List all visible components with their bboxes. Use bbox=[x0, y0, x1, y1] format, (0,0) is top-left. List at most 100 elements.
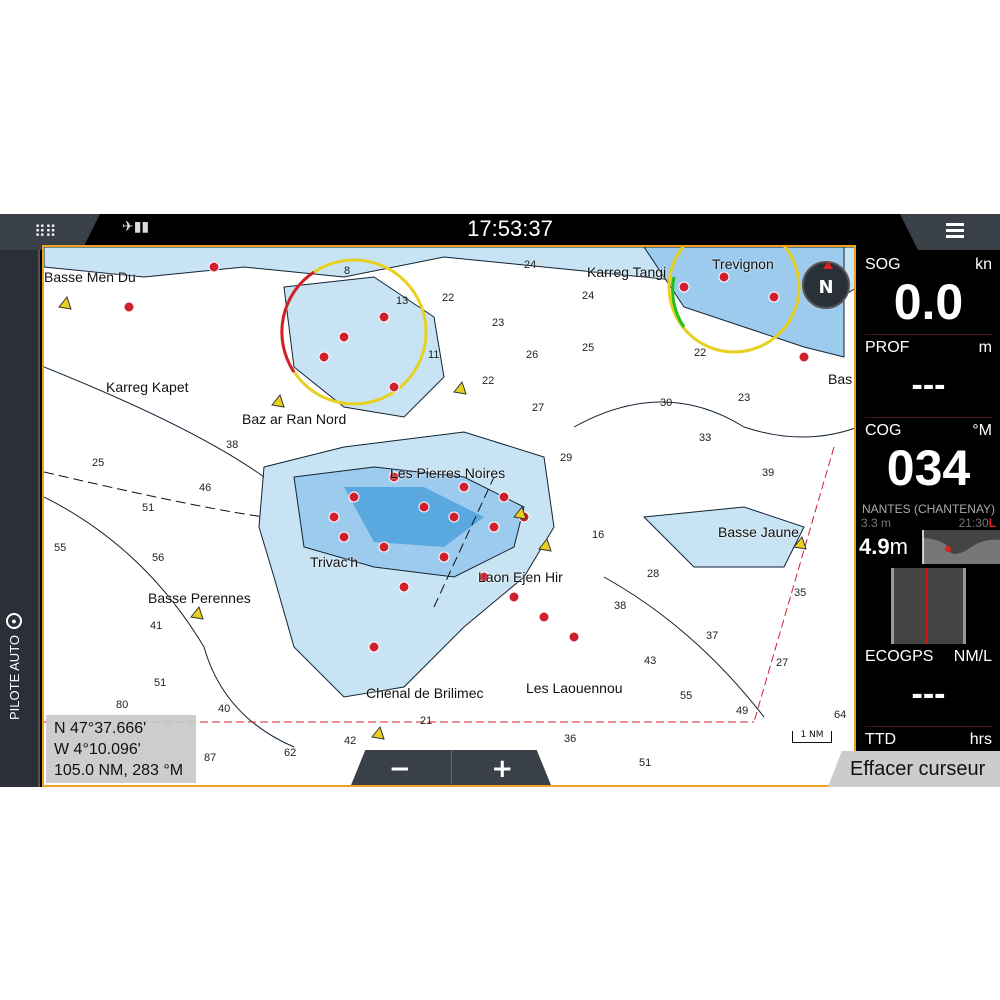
hazard-marker bbox=[338, 531, 350, 543]
tide-type: L bbox=[988, 516, 996, 530]
cursor-range-bearing: 105.0 NM, 283 °M bbox=[54, 762, 184, 779]
place-label: Karreg Tangi bbox=[587, 264, 667, 280]
place-label: Chenal de Brilimec bbox=[366, 685, 484, 701]
depth-sounding: 56 bbox=[152, 552, 165, 564]
hazard-marker bbox=[398, 581, 410, 593]
depth-sounding: 43 bbox=[644, 655, 657, 667]
depth-sounding: 80 bbox=[116, 699, 129, 711]
depth-sounding: 22 bbox=[442, 292, 455, 304]
place-label: Basse Jaune bbox=[718, 524, 799, 540]
depth-contour bbox=[44, 366, 854, 748]
depth-sounding: 24 bbox=[582, 290, 595, 302]
tide-station: NANTES (CHANTENAY) bbox=[861, 502, 996, 516]
buoy-marker bbox=[58, 295, 72, 310]
place-label: Karreg Kapet bbox=[106, 379, 189, 395]
tide-graph: 4.9m bbox=[857, 530, 1000, 564]
hazard-marker bbox=[123, 301, 135, 313]
ttd-label: TTD bbox=[865, 731, 897, 748]
hazard-marker bbox=[378, 541, 390, 553]
chart-canvas bbox=[44, 247, 854, 748]
depth-sounding: 46 bbox=[199, 482, 212, 494]
depth-sounding: 37 bbox=[706, 630, 719, 642]
eco-value: --- bbox=[911, 675, 946, 713]
hazard-marker bbox=[448, 511, 460, 523]
hazard-marker bbox=[798, 351, 810, 363]
hazard-marker bbox=[338, 331, 350, 343]
hazard-marker bbox=[388, 381, 400, 393]
depth-sounding: 21 bbox=[420, 715, 433, 727]
apps-grid-button[interactable]: ⠿⠿ bbox=[34, 222, 56, 241]
buoy-marker bbox=[538, 537, 552, 552]
depth-sounding: 42 bbox=[344, 735, 357, 747]
autopilot-button[interactable]: PILOTE AUTO ● bbox=[6, 612, 22, 720]
eco-label: ECOGPS bbox=[865, 648, 934, 665]
depth-sounding: 24 bbox=[524, 259, 537, 271]
place-label: Laon Ejen Hir bbox=[478, 569, 563, 585]
cog-value: 034 bbox=[886, 440, 971, 496]
north-compass-button[interactable]: N bbox=[802, 261, 850, 309]
cursor-latitude: N 47°37.666' bbox=[54, 720, 147, 737]
buoy-marker bbox=[371, 725, 385, 740]
zoom-out-button[interactable]: − bbox=[349, 750, 452, 785]
depth-sounding: 26 bbox=[526, 349, 539, 361]
cursor-info-box: N 47°37.666' W 4°10.096' 105.0 NM, 283 °… bbox=[46, 715, 196, 783]
cursor-longitude: W 4°10.096' bbox=[54, 741, 141, 758]
hazard-marker bbox=[488, 521, 500, 533]
depth-sounding: 16 bbox=[592, 529, 605, 541]
light-sector-green bbox=[671, 276, 686, 328]
ttd-unit: hrs bbox=[969, 731, 992, 748]
eco-unit: NM/L bbox=[953, 648, 992, 665]
tide-low-height: 3.3 m bbox=[861, 516, 892, 530]
depth-sounding: 25 bbox=[92, 457, 105, 469]
light-sector-red bbox=[280, 270, 315, 373]
place-label: Baz ar Ran Nord bbox=[242, 411, 347, 427]
steering-wheel-icon: ● bbox=[6, 612, 22, 629]
depth-sounding: 64 bbox=[834, 709, 847, 721]
menu-button[interactable] bbox=[946, 223, 964, 239]
depth-sounding: 55 bbox=[54, 542, 67, 554]
hazard-marker bbox=[378, 311, 390, 323]
hazard-marker bbox=[348, 491, 360, 503]
depth-sounding: 40 bbox=[218, 703, 231, 715]
place-label: Bas bbox=[828, 371, 853, 387]
left-sidebar: PILOTE AUTO ● bbox=[0, 250, 40, 787]
place-label: Trevignon bbox=[712, 256, 774, 272]
depth-sounding: 23 bbox=[738, 392, 751, 404]
place-label: Les Laouennou bbox=[526, 680, 623, 696]
hazard-marker bbox=[768, 291, 780, 303]
hazard-marker bbox=[498, 491, 510, 503]
depth-sounding: 33 bbox=[699, 432, 712, 444]
depth-sounding: 8 bbox=[344, 265, 351, 277]
shallow-area bbox=[44, 247, 854, 308]
sog-value: 0.0 bbox=[893, 274, 964, 330]
sog-label: SOG bbox=[865, 256, 901, 273]
prof-value: --- bbox=[911, 366, 946, 404]
hazard-marker bbox=[418, 501, 430, 513]
depth-sounding: 36 bbox=[564, 733, 577, 745]
depth-sounding: 62 bbox=[284, 747, 297, 759]
hazard-marker bbox=[478, 571, 490, 583]
prof-label: PROF bbox=[865, 339, 910, 356]
depth-sounding: 41 bbox=[150, 620, 163, 632]
sog-unit: kn bbox=[975, 256, 992, 273]
autopilot-label: PILOTE AUTO bbox=[6, 634, 22, 720]
hazard-marker bbox=[388, 471, 400, 483]
depth-sounding: 51 bbox=[154, 677, 167, 689]
hazard-marker bbox=[368, 641, 380, 653]
chartplotter-screen: ⠿⠿ ✈▮▮ 17:53:37 PILOTE AUTO ● Basse Men … bbox=[0, 214, 1000, 787]
place-label: Les Pierres Noires bbox=[390, 465, 506, 481]
cog-unit: °M bbox=[972, 422, 992, 439]
depth-sounding: 22 bbox=[694, 347, 707, 359]
depth-sounding: 29 bbox=[560, 452, 573, 464]
clear-cursor-button[interactable]: Effacer curseur bbox=[828, 751, 1000, 787]
nautical-chart[interactable]: Basse Men Du Karreg Kapet Baz ar Ran Nord L… bbox=[42, 245, 856, 787]
depth-sounding: 23 bbox=[492, 317, 505, 329]
zoom-in-button[interactable]: + bbox=[491, 754, 514, 784]
data-panel: SOG kn 0.0 PROF m --- COG °M 034 NANTES (CH… bbox=[857, 250, 1000, 787]
satellite-signal-icon: ✈▮▮ bbox=[122, 219, 150, 235]
depth-sounding: 51 bbox=[639, 757, 652, 769]
place-label: Basse Perennes bbox=[148, 590, 251, 606]
depth-sounding: 55 bbox=[680, 690, 693, 702]
hazard-marker bbox=[718, 271, 730, 283]
shallow-area bbox=[283, 276, 445, 418]
